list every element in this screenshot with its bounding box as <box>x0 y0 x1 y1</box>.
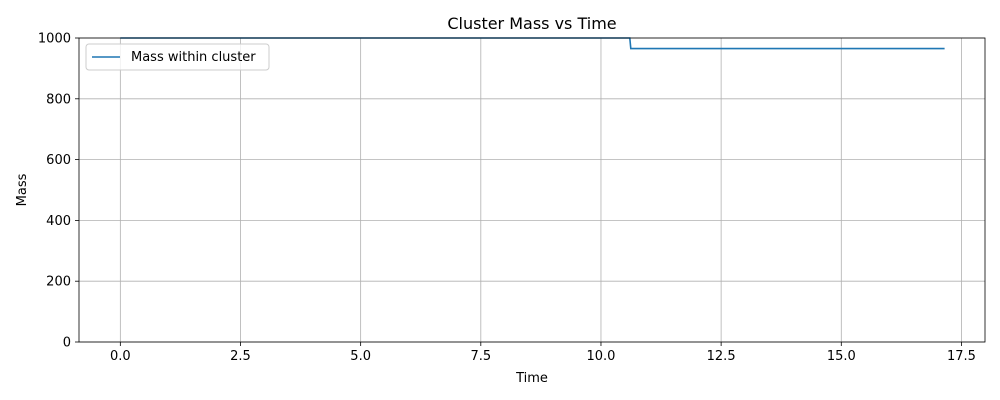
chart-title: Cluster Mass vs Time <box>447 14 616 33</box>
y-tick-label: 0 <box>63 336 71 351</box>
x-tick-label: 2.5 <box>230 349 251 364</box>
y-axis-label: Mass <box>15 173 30 206</box>
plot-frame <box>78 37 986 343</box>
grid <box>79 37 985 343</box>
x-tick-label: 17.5 <box>947 349 976 364</box>
y-tick-label: 600 <box>46 153 71 168</box>
x-tick-label: 5.0 <box>350 349 371 364</box>
y-axis: 0 200 400 600 800 1000 <box>38 32 79 351</box>
x-tick-label: 7.5 <box>470 349 491 364</box>
legend-box <box>85 43 270 71</box>
x-axis-label: Time <box>515 371 548 386</box>
x-tick-label: 15.0 <box>827 349 856 364</box>
y-tick-label: 200 <box>46 275 71 290</box>
x-axis: 0.0 2.5 5.0 7.5 10.0 12.5 15.0 17.5 <box>110 342 976 364</box>
x-tick-label: 0.0 <box>110 349 131 364</box>
x-tick-label: 12.5 <box>707 349 736 364</box>
y-tick-label: 1000 <box>38 32 71 47</box>
legend: Mass within cluster <box>85 43 270 71</box>
x-tick-label: 10.0 <box>586 349 615 364</box>
y-tick-label: 800 <box>46 92 71 107</box>
legend-label: Mass within cluster <box>131 50 256 65</box>
y-tick-label: 400 <box>46 214 71 229</box>
